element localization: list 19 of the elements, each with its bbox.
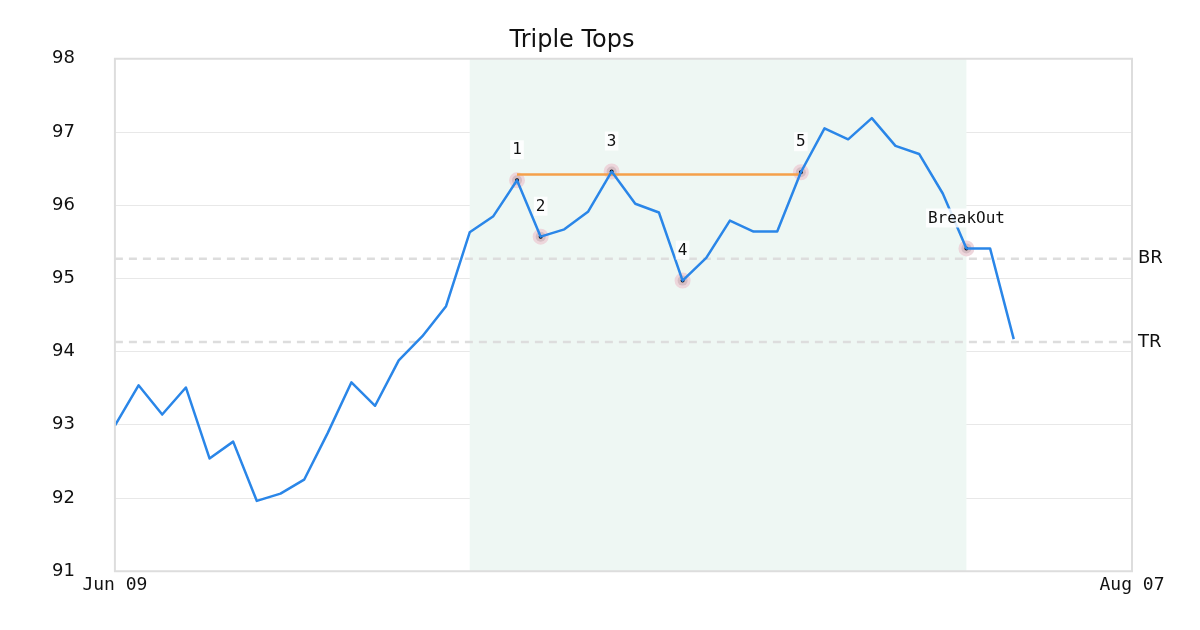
y-tick-label: 95 bbox=[52, 266, 75, 288]
y-tick-label: 96 bbox=[52, 192, 75, 214]
y-tick-label: 98 bbox=[52, 46, 75, 68]
annotation: BreakOut bbox=[927, 207, 1005, 227]
annotation: 5 bbox=[796, 131, 806, 151]
annotation: 1 bbox=[512, 139, 522, 159]
annotation: 2 bbox=[535, 195, 546, 215]
ref-line-label: TR bbox=[1137, 329, 1162, 351]
chart-title: Triple Tops bbox=[508, 24, 635, 53]
annotation: 4 bbox=[677, 239, 688, 259]
y-tick-label: 94 bbox=[52, 339, 75, 361]
y-tick-label: 93 bbox=[52, 412, 75, 434]
ref-line-label: BR bbox=[1138, 246, 1163, 268]
y-tick-label: 97 bbox=[52, 119, 75, 141]
x-tick-label: Aug 07 bbox=[1099, 572, 1165, 594]
x-tick-label: Jun 09 bbox=[82, 572, 148, 594]
y-tick-label: 91 bbox=[52, 558, 75, 580]
annotation: 3 bbox=[606, 130, 617, 150]
y-tick-label: 92 bbox=[52, 485, 75, 507]
